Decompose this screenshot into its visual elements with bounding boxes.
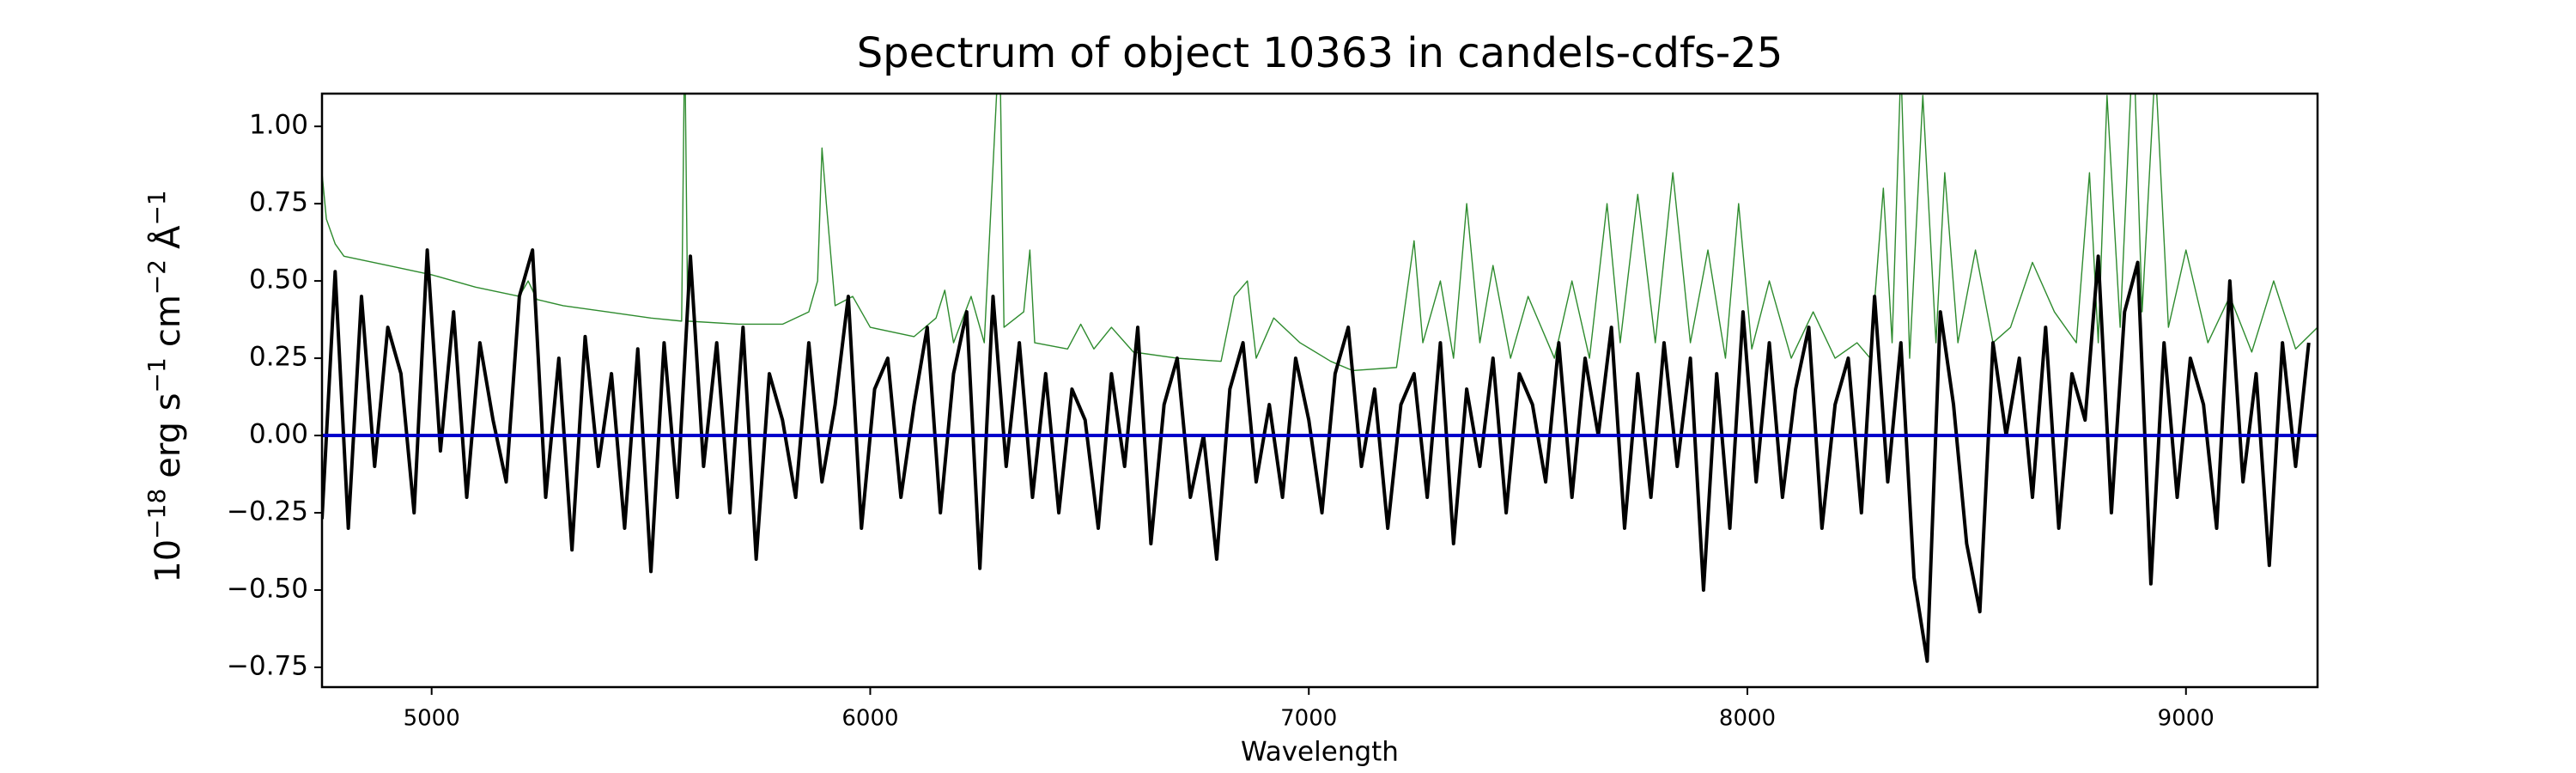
- y-axis-label-superscript: −18: [143, 489, 171, 539]
- y-axis-label-part: cm: [149, 295, 188, 347]
- y-tick-label: 0.75: [249, 187, 308, 218]
- axes-frame: [320, 92, 2319, 689]
- x-tick-label: 5000: [404, 706, 460, 732]
- x-axis-label: Wavelength: [1241, 737, 1399, 768]
- x-tick-label: 7000: [1280, 706, 1337, 732]
- y-tick-label: 0.25: [249, 342, 308, 373]
- y-tick-label: 1.00: [249, 110, 308, 141]
- y-axis-label-superscript: −2: [143, 259, 171, 295]
- spectrum-line: [322, 248, 2311, 663]
- y-axis-label-part: erg s: [149, 393, 188, 478]
- x-tick-label: 6000: [841, 706, 898, 732]
- y-tick-label: 0.00: [249, 419, 308, 450]
- y-axis-label-part: 10: [149, 539, 188, 583]
- x-tick-label: 9000: [2158, 706, 2215, 732]
- y-tick-label: −0.25: [227, 496, 308, 527]
- y-axis-label: 10−18erg s−1cm−2Å−1: [143, 190, 188, 582]
- y-tick-label: −0.50: [227, 573, 308, 604]
- y-tick-label: −0.75: [227, 650, 308, 681]
- x-tick-label: 8000: [1719, 706, 1776, 732]
- y-axis-label-superscript: −1: [143, 357, 171, 393]
- y-axis-label-part: Å: [147, 225, 188, 249]
- y-tick-label: 0.50: [249, 265, 308, 295]
- y-axis-label-superscript: −1: [143, 190, 171, 225]
- spectrum-line: [322, 94, 2318, 372]
- chart-title: Spectrum of object 10363 in candels-cdfs…: [857, 29, 1783, 77]
- plot-area: [322, 94, 2318, 663]
